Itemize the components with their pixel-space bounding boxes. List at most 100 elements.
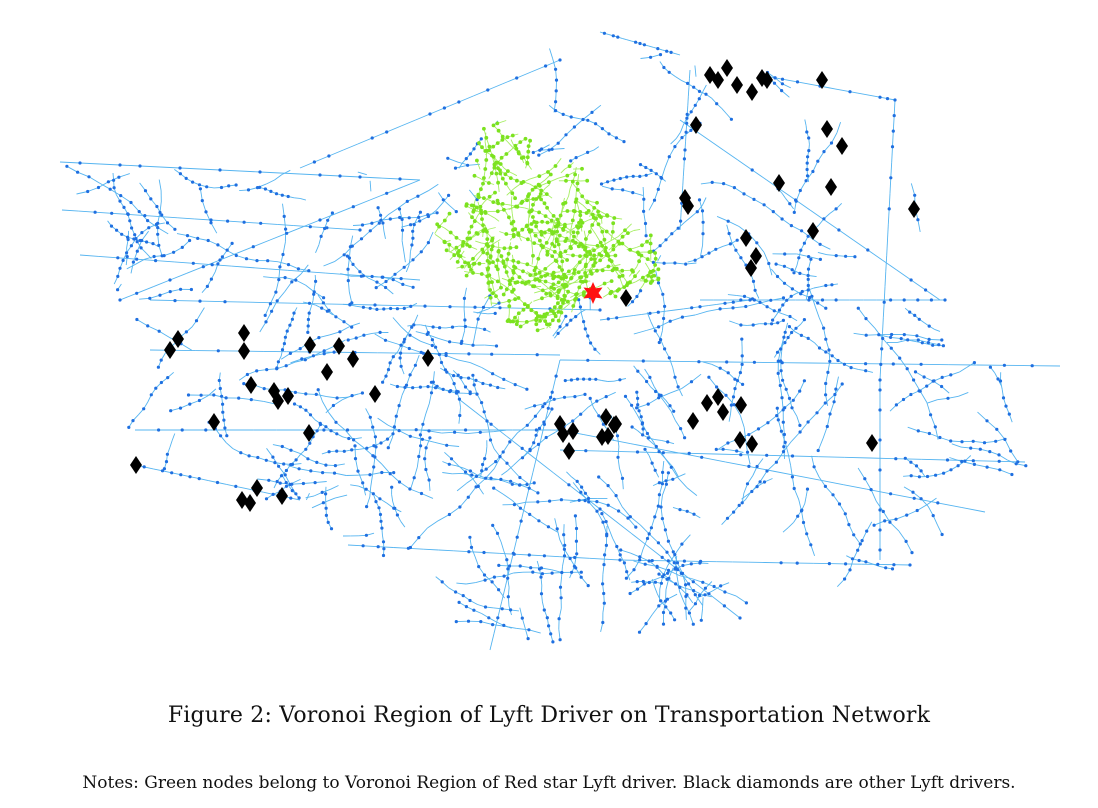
network-node [394,414,398,418]
road-segment [768,263,773,276]
road-segment [680,573,689,585]
region-node [544,192,549,197]
road-segment [377,417,389,426]
network-node [533,414,538,418]
road-segment [934,426,939,440]
network-node [884,566,888,570]
road-segment [334,494,348,499]
road-segment [777,373,781,386]
road-segment [646,437,657,447]
network-node [135,240,139,244]
network-node [157,428,161,432]
road-segment [144,256,155,260]
network-node [666,559,670,563]
network-node [122,205,126,209]
region-node [580,194,585,199]
network-node [546,525,551,529]
network-node [740,337,744,341]
road-segment [663,456,672,468]
network-node [527,486,531,490]
network-node [649,168,653,172]
region-node [613,253,618,258]
network-node [392,425,396,429]
road-segment [899,357,908,369]
network-node [280,444,284,449]
network-node [373,435,377,439]
network-node [940,375,944,379]
network-node [697,360,701,364]
region-node [573,172,577,177]
region-node [526,144,531,149]
network-node [601,422,606,426]
region-node [514,204,518,209]
arterial-road-segment [502,77,517,85]
region-node [511,319,516,324]
network-node [654,172,658,176]
road-segment [773,211,783,220]
network-node [421,422,425,426]
road-segment [559,539,565,550]
network-node [849,366,853,370]
network-node [589,341,593,345]
road-segment [593,146,600,151]
road-segment [825,394,836,404]
region-node [469,224,474,229]
arterial-road-segment [853,239,869,251]
region-node [505,257,510,262]
other-drivers [130,59,920,512]
road-segment [829,401,835,415]
network-node [294,278,298,282]
network-node [400,217,404,221]
region-node [525,155,530,160]
arterial-road-segment [326,227,344,230]
road-segment [458,465,466,473]
road-segment [669,388,682,394]
region-node [648,249,653,254]
network-node [568,556,572,561]
region-node [610,268,615,273]
region-road-segment [577,204,580,211]
region-node [495,198,500,203]
network-node [833,392,837,397]
arterial-road-segment [864,93,873,97]
road-segment [299,197,307,201]
network-node [180,428,184,432]
network-node [590,110,594,114]
network-node [728,242,733,246]
network-node [381,553,386,558]
region-node [496,166,500,171]
region-node [502,264,507,269]
road-segment [825,394,829,406]
network-node [356,469,360,473]
network-node [470,473,474,477]
road-segment [435,202,443,211]
road-segment [290,358,302,364]
arterial-road-segment [520,504,526,522]
network-node [723,590,727,594]
road-segment [369,180,372,192]
arterial-road-segment [521,448,539,461]
road-segment [512,459,520,466]
road-segment [318,334,330,339]
region-node [516,233,521,237]
arterial-road-segment [804,82,813,86]
road-segment [538,149,550,156]
road-segment [313,350,325,357]
road-segment [410,477,415,489]
road-segment [724,591,737,597]
network-node [735,379,740,383]
road-segment [801,510,804,523]
network-node [693,258,697,262]
road-segment [400,521,406,528]
region-road-segment [583,268,594,271]
road-segment [834,383,843,395]
network-node [234,183,238,187]
network-node [165,221,170,225]
network-node [675,561,680,565]
road-segment [807,412,818,423]
road-segment [558,629,561,640]
road-segment [667,593,678,600]
road-segment [670,138,677,145]
network-node [659,338,663,342]
road-segment [141,230,149,241]
